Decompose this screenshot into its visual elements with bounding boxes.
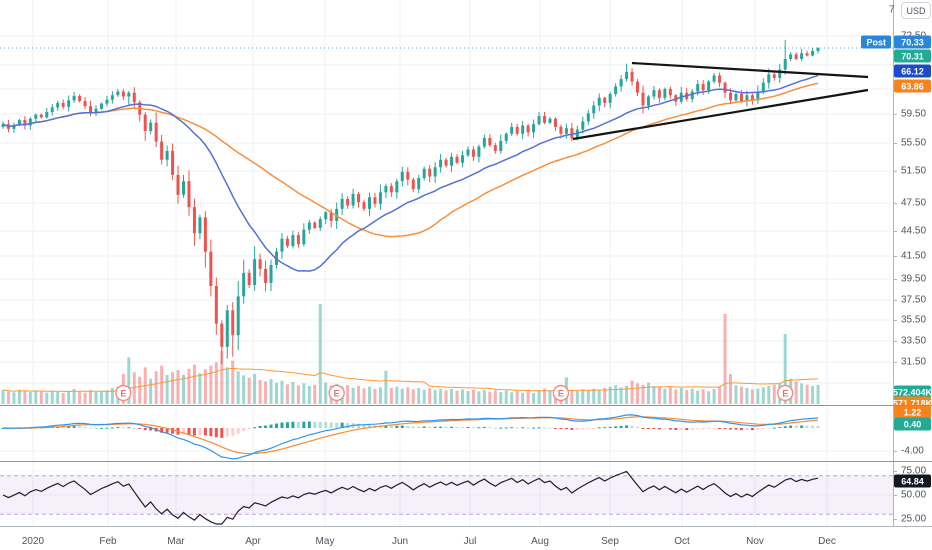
price-tick-mark <box>893 495 897 496</box>
time-axis-label: Jul <box>463 536 477 547</box>
ma-fast-badge: 66.12 <box>894 64 931 78</box>
pane-separator-volume-macd[interactable] <box>0 405 932 406</box>
price-tick-label: 33.50 <box>901 335 927 347</box>
price-tick-label: 47.50 <box>901 197 927 209</box>
time-axis-label: Oct <box>674 536 690 547</box>
pane-separator-macd-rsi[interactable] <box>0 461 932 462</box>
time-axis-label: 2020 <box>21 536 45 547</box>
price-tick-label: 55.50 <box>901 137 927 149</box>
time-axis-label: Feb <box>99 536 117 547</box>
price-tick-label: 41.50 <box>901 250 927 262</box>
macd-signal-badge: 1.22 <box>894 405 931 419</box>
trendline-lower[interactable] <box>572 88 869 141</box>
ma-fast-line <box>2 74 819 272</box>
price-tick-label: 39.50 <box>901 273 927 285</box>
ma-slow-line <box>2 82 819 238</box>
price-tick-mark <box>893 300 897 301</box>
price-tick-mark <box>893 256 897 257</box>
clipped-price-tick: 7 <box>889 4 895 16</box>
price-tick-mark <box>893 143 897 144</box>
rsi-band <box>0 475 893 515</box>
price-tick-mark <box>893 471 897 472</box>
post-session-label: Post <box>861 35 891 49</box>
time-axis-label: Apr <box>245 536 261 547</box>
time-axis-label: Mar <box>167 536 185 547</box>
price-tick-label: 35.50 <box>901 314 927 326</box>
volume-ma-line <box>2 367 819 392</box>
rsi-badge: 64.84 <box>894 474 931 488</box>
post-price-badge: 70.33 <box>894 35 931 49</box>
price-tick-mark <box>893 231 897 232</box>
price-tick-label: 51.50 <box>901 165 927 177</box>
price-axis-line <box>893 0 894 527</box>
price-tick-mark <box>893 519 897 520</box>
price-tick-label: 37.50 <box>901 294 927 306</box>
price-tick-label: 31.50 <box>901 356 927 368</box>
time-axis-label: Jun <box>391 536 409 547</box>
price-tick-mark <box>893 341 897 342</box>
ma-slow-badge: 63.86 <box>894 79 931 93</box>
volume-badge: 572.404K <box>892 385 932 399</box>
price-tick-mark <box>893 362 897 363</box>
time-axis-label: Aug <box>531 536 549 547</box>
price-tick-label: 59.50 <box>901 108 927 120</box>
price-tick-mark <box>893 451 897 452</box>
price-tick-label: 75.00 <box>901 465 927 477</box>
pane-separator-rsi-timeaxis <box>0 526 932 527</box>
svg-text:E: E <box>782 389 788 399</box>
time-axis-label: May <box>315 536 335 547</box>
trendline-upper[interactable] <box>631 61 869 79</box>
price-tick-label: 25.00 <box>901 513 927 525</box>
time-axis-label: Nov <box>746 536 764 547</box>
grid-lines <box>0 0 893 526</box>
price-tick-label: -4.00 <box>901 445 924 457</box>
macd-hist-badge: 0.40 <box>894 417 931 431</box>
price-tick-mark <box>893 203 897 204</box>
price-tick-label: 50.00 <box>901 489 927 501</box>
price-tick-mark <box>893 320 897 321</box>
svg-text:E: E <box>334 389 340 399</box>
price-tick-mark <box>893 279 897 280</box>
currency-toggle-button[interactable]: USD <box>901 2 931 19</box>
svg-text:E: E <box>120 389 126 399</box>
macd-line <box>2 414 819 460</box>
time-axis-label: Dec <box>818 536 836 547</box>
rsi-line <box>2 470 819 525</box>
time-axis-label: Sep <box>601 536 619 547</box>
price-tick-mark <box>893 171 897 172</box>
last-close-badge: 70.31 <box>894 49 931 63</box>
price-tick-mark <box>893 114 897 115</box>
price-tick-label: 44.50 <box>901 225 927 237</box>
svg-text:E: E <box>558 389 564 399</box>
